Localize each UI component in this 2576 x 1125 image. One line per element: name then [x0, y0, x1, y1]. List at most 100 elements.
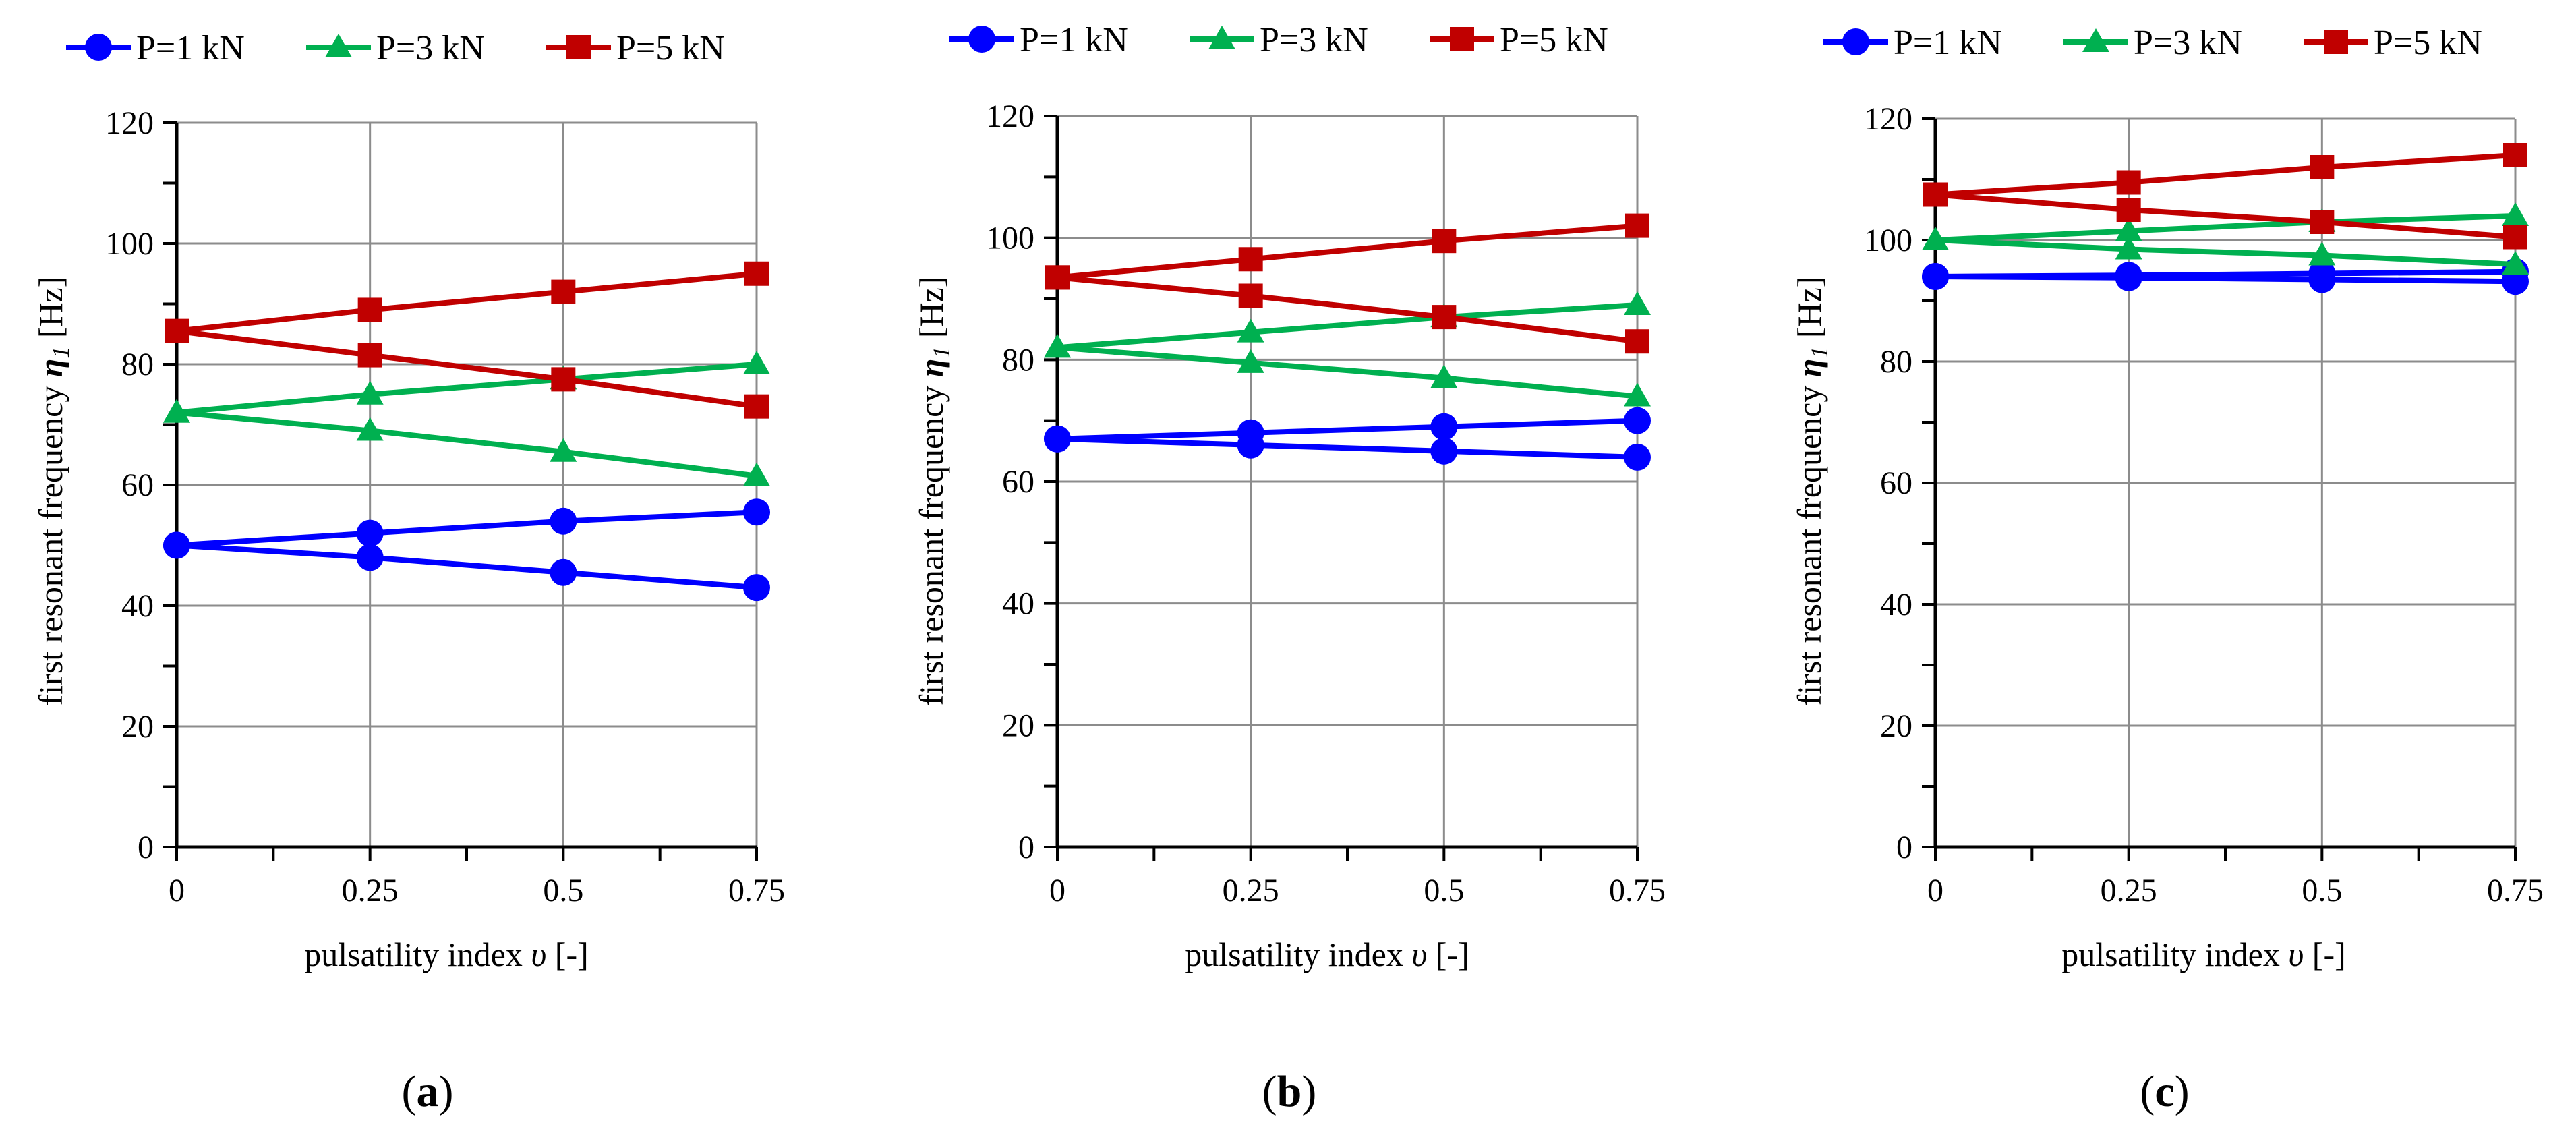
chart-b-series-4-point-2 [1432, 229, 1457, 254]
chart-a-series-4-line [176, 270, 757, 334]
chart-c-series-3-point-2 [2308, 241, 2336, 266]
chart-a-legend-marker [325, 34, 352, 57]
chart-a-series-1-point-1 [356, 544, 384, 571]
chart-a-y-tick-label: 0 [138, 830, 154, 865]
chart-a-series-1-point-3 [743, 574, 770, 602]
chart-c-y-tick-label: 40 [1880, 587, 1912, 623]
chart-b-series-5-point-2 [1432, 305, 1457, 330]
chart-b-series-0-point-3 [1624, 407, 1651, 434]
chart-a-series-2-line [176, 362, 757, 415]
chart-c-x-tick-label: 0 [1927, 873, 1943, 908]
chart-a-series-2-point-3 [743, 351, 770, 374]
chart-a-x-tick-label: 0 [169, 873, 185, 908]
chart-a-series-4-point-3 [744, 261, 769, 286]
chart-a-series-3-point-1 [356, 417, 384, 441]
chart-c-legend-item-2: P=5 kN [2304, 24, 2482, 62]
chart-a-legend-label: P=5 kN [616, 29, 725, 67]
chart-b-series-2 [1044, 291, 1651, 358]
chart-a-x-tick-label: 0.75 [728, 873, 785, 908]
chart-a-series [163, 261, 770, 602]
chart-a-series-5-point-2 [551, 367, 576, 392]
chart-c-y-tick-label: 100 [1864, 223, 1912, 258]
chart-b-y-tick-label: 120 [986, 98, 1034, 134]
chart-b-series-1-point-3 [1624, 443, 1651, 471]
chart-b-legend-marker [968, 26, 995, 53]
chart-c-ylabel: first resonant frequency η1 [Hz] [1790, 277, 1833, 706]
chart-c-series-1-line [1935, 274, 2516, 285]
chart-c-series-2-line [1935, 213, 2516, 243]
chart-c-x-tick-label: 0.25 [2101, 873, 2157, 908]
chart-a-series-2 [163, 351, 770, 423]
chart-c-legend-label: P=5 kN [2374, 24, 2482, 62]
chart-a-series-2-point-1 [356, 380, 384, 405]
chart-a-ylabel: first resonant frequency η1 [Hz] [32, 277, 74, 706]
chart-b-series-3-point-2 [1430, 364, 1458, 388]
chart-c-series-3 [1922, 227, 2529, 275]
chart-c-series-3-point-1 [2115, 235, 2142, 260]
chart-b-axes [1044, 115, 1639, 861]
chart-b-series-1-point-2 [1430, 437, 1458, 465]
chart-b-series-4 [1045, 213, 1649, 290]
chart-b-legend-item-1: P=3 kN [1190, 21, 1368, 59]
chart-b-series-1-point-0 [1044, 425, 1071, 453]
chart-b-legend-label: P=5 kN [1500, 21, 1608, 59]
chart-c-legend-label: P=1 kN [1894, 24, 2002, 62]
chart-c-series-5-point-1 [2116, 198, 2141, 222]
chart-a-legend: P=1 kN P=3 kN P=5 kN [66, 29, 725, 67]
chart-c-series-5-line [1935, 192, 2516, 240]
chart-a-series-3 [163, 399, 770, 486]
chart-c-x-tick-label: 0.5 [2302, 873, 2342, 908]
chart-a-y-tick-label: 80 [121, 347, 154, 382]
chart-b-series-3-line [1057, 345, 1638, 399]
chart-a-tick-labels: 0 20 40 60 80 100 120 0 0.25 0.5 0.75 [105, 105, 785, 908]
chart-c-series-4-point-3 [2503, 143, 2527, 167]
chart-c-y-tick-label: 0 [1896, 830, 1912, 865]
chart-b-series [1044, 213, 1651, 471]
chart-a-y-tick-label: 40 [121, 588, 154, 624]
chart-a-series-0-point-3 [743, 498, 770, 526]
chart-b-y-tick-label: 20 [1002, 708, 1034, 743]
chart-c-y-tick-label: 60 [1880, 465, 1912, 501]
chart-c-series-3-point-0 [1922, 227, 1949, 250]
chart-c-series-1 [1922, 263, 2529, 295]
chart-c-legend-marker [2324, 30, 2348, 54]
chart-b-x-tick-label: 0.5 [1424, 873, 1464, 908]
chart-c-series-5-point-3 [2503, 225, 2527, 250]
chart-c-legend-label: P=3 kN [2134, 24, 2242, 62]
chart-c-series-2-point-1 [2115, 217, 2142, 241]
chart-a-x-tick-label: 0.25 [342, 873, 399, 908]
chart-b-xlabel: pulsatility index υ [-] [1185, 935, 1469, 973]
chart-a-legend-marker [85, 34, 112, 61]
chart-c-legend-item-1: P=3 kN [2063, 24, 2242, 62]
chart-a-y-tick-label: 100 [105, 226, 154, 262]
chart-a-legend-label: P=3 kN [376, 29, 485, 67]
chart-a-series-3-line [176, 409, 757, 479]
chart-c-series-5-point-0 [1923, 182, 1948, 207]
chart-a-series-1-point-0 [163, 531, 190, 559]
chart-b-tick-labels: 0 20 40 60 80 100 120 0 0.25 0.5 0.75 [986, 98, 1666, 908]
chart-b-legend-label: P=3 kN [1260, 21, 1368, 59]
chart-a-series-0-point-1 [356, 519, 384, 547]
chart-b-y-tick-label: 100 [986, 221, 1034, 256]
chart-c-series-1-point-1 [2115, 264, 2142, 291]
chart-c-series-1-point-0 [1922, 263, 1949, 290]
chart-b-series-5-point-0 [1045, 265, 1070, 290]
chart-a-series-5-point-3 [744, 394, 769, 419]
chart-b-series-5-point-3 [1625, 329, 1649, 354]
chart-b-series-0-point-2 [1430, 413, 1458, 440]
chart-c-series-4-point-2 [2310, 155, 2335, 179]
chart-b-ylabel: first resonant frequency η1 [Hz] [912, 277, 955, 706]
chart-b-series-1-line [1057, 436, 1638, 460]
chart-b-x-tick-label: 0 [1049, 873, 1065, 908]
chart-a-series-1 [163, 531, 770, 602]
chart-a-series-3-point-2 [550, 438, 577, 462]
chart-c-legend-marker [2082, 28, 2109, 52]
chart-b-series-1-point-1 [1237, 431, 1264, 459]
chart-b-series-0-line [1057, 417, 1638, 442]
chart-a-series-4-point-2 [551, 279, 576, 304]
chart-b-x-tick-label: 0.25 [1223, 873, 1279, 908]
chart-a-series-4-point-1 [357, 297, 382, 322]
chart-b-y-tick-label: 60 [1002, 464, 1034, 500]
chart-b-series-2-point-3 [1624, 291, 1651, 316]
